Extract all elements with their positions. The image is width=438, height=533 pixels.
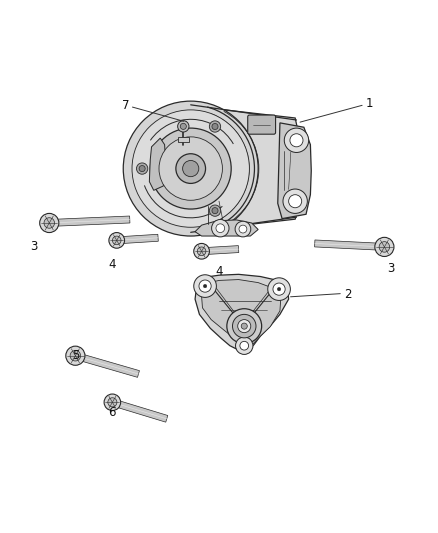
Text: 2: 2 bbox=[344, 288, 351, 301]
Circle shape bbox=[212, 207, 218, 214]
Circle shape bbox=[137, 163, 148, 174]
Circle shape bbox=[216, 224, 225, 232]
Polygon shape bbox=[117, 235, 158, 244]
Circle shape bbox=[70, 351, 81, 361]
Circle shape bbox=[236, 337, 253, 354]
Circle shape bbox=[44, 217, 54, 228]
Circle shape bbox=[209, 205, 221, 216]
Polygon shape bbox=[149, 138, 166, 190]
Text: 4: 4 bbox=[215, 265, 223, 278]
Text: 3: 3 bbox=[30, 240, 38, 253]
Circle shape bbox=[108, 398, 117, 407]
Circle shape bbox=[241, 323, 247, 329]
Polygon shape bbox=[49, 216, 130, 227]
Circle shape bbox=[113, 236, 121, 245]
Circle shape bbox=[150, 128, 231, 209]
Circle shape bbox=[273, 283, 285, 295]
Circle shape bbox=[194, 275, 216, 297]
Circle shape bbox=[233, 314, 256, 338]
Circle shape bbox=[227, 309, 261, 344]
Circle shape bbox=[178, 120, 189, 132]
Text: 3: 3 bbox=[387, 262, 395, 275]
Polygon shape bbox=[178, 137, 188, 142]
Polygon shape bbox=[201, 279, 281, 346]
Polygon shape bbox=[278, 123, 311, 219]
Circle shape bbox=[197, 247, 206, 256]
Text: 5: 5 bbox=[72, 349, 79, 362]
Circle shape bbox=[194, 244, 209, 259]
FancyBboxPatch shape bbox=[248, 115, 276, 134]
Polygon shape bbox=[111, 399, 168, 422]
Circle shape bbox=[375, 237, 394, 256]
Circle shape bbox=[159, 137, 223, 200]
Polygon shape bbox=[314, 240, 385, 251]
Text: 1: 1 bbox=[365, 97, 373, 110]
Circle shape bbox=[209, 121, 221, 132]
Circle shape bbox=[212, 124, 218, 130]
Text: 4: 4 bbox=[109, 258, 116, 271]
Polygon shape bbox=[195, 107, 302, 231]
Circle shape bbox=[180, 123, 186, 130]
Circle shape bbox=[235, 221, 251, 237]
Polygon shape bbox=[201, 246, 239, 255]
Circle shape bbox=[277, 287, 281, 291]
Circle shape bbox=[203, 284, 207, 288]
Circle shape bbox=[199, 280, 211, 292]
Circle shape bbox=[40, 213, 59, 232]
Circle shape bbox=[139, 166, 145, 172]
Circle shape bbox=[238, 320, 251, 333]
Circle shape bbox=[290, 134, 303, 147]
Text: 7: 7 bbox=[122, 99, 129, 112]
Circle shape bbox=[379, 241, 390, 252]
Circle shape bbox=[239, 225, 247, 233]
Circle shape bbox=[104, 394, 120, 410]
Circle shape bbox=[284, 128, 309, 152]
Circle shape bbox=[268, 278, 290, 301]
Polygon shape bbox=[195, 220, 258, 236]
Polygon shape bbox=[74, 352, 139, 377]
Circle shape bbox=[183, 160, 199, 176]
Circle shape bbox=[289, 195, 302, 208]
Circle shape bbox=[283, 189, 307, 213]
Circle shape bbox=[176, 154, 205, 183]
Circle shape bbox=[212, 220, 229, 237]
Polygon shape bbox=[195, 274, 289, 353]
Circle shape bbox=[66, 346, 85, 365]
Circle shape bbox=[109, 232, 124, 248]
Circle shape bbox=[132, 110, 249, 227]
Text: 6: 6 bbox=[109, 406, 116, 419]
Circle shape bbox=[123, 101, 258, 236]
Circle shape bbox=[240, 341, 249, 350]
